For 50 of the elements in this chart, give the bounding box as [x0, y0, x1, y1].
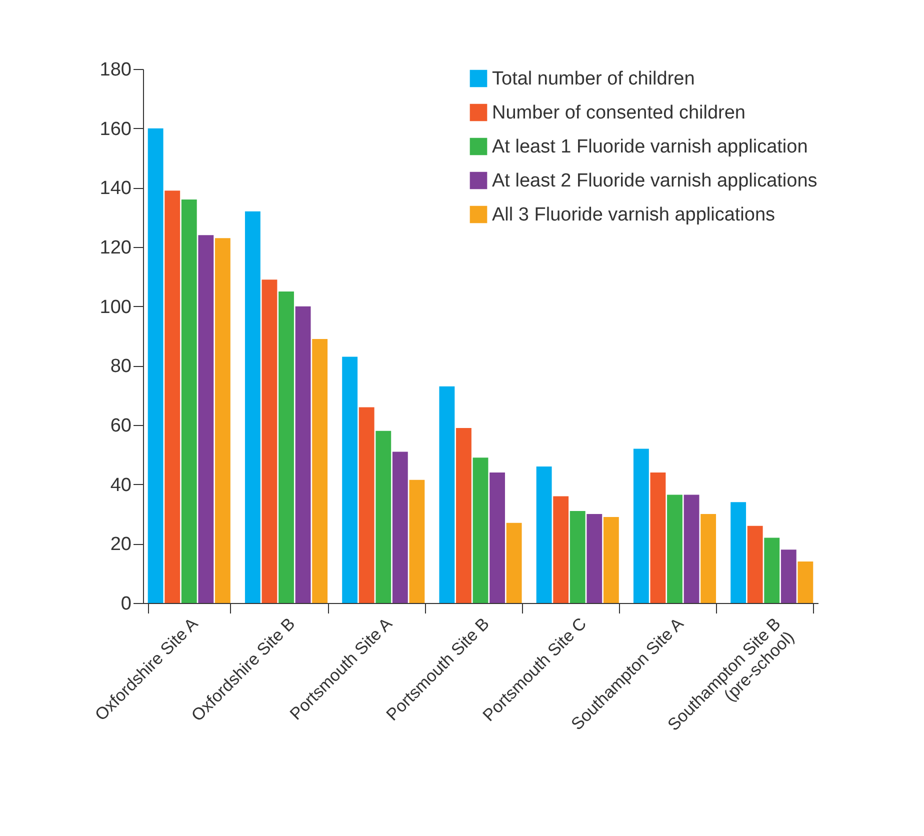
y-tick-label: 0: [120, 594, 132, 614]
y-tick-label: 60: [110, 416, 132, 436]
bar: [214, 238, 230, 603]
bar: [747, 526, 763, 603]
y-tick-label: 160: [100, 118, 132, 140]
bar: [650, 472, 666, 603]
bar: [342, 356, 358, 603]
bar: [586, 514, 602, 603]
bar: [164, 190, 180, 603]
bar: [570, 511, 586, 603]
bar: [472, 458, 488, 603]
legend-label: At least 1 Fluoride varnish application: [492, 136, 808, 158]
bar: [262, 280, 278, 603]
bar: [244, 211, 260, 603]
y-tick-label: 140: [100, 178, 132, 200]
bar: [295, 306, 311, 603]
bar: [490, 472, 505, 603]
bar: [506, 522, 522, 603]
legend-label: All 3 Fluoride varnish applications: [492, 204, 776, 226]
bar: [730, 502, 746, 603]
y-tick-label: 120: [100, 238, 132, 258]
y-tick-label: 100: [100, 296, 132, 318]
bar: [148, 128, 164, 603]
bar: [278, 292, 294, 603]
legend-label: Number of consented children: [492, 102, 746, 124]
bar: [358, 407, 374, 603]
bar: [667, 494, 682, 603]
bar: [553, 496, 569, 603]
bar: [780, 550, 796, 603]
bar: [798, 561, 814, 603]
y-tick-label: 40: [110, 474, 132, 496]
bar: [603, 516, 619, 603]
bar: [409, 480, 425, 603]
bar: [633, 448, 649, 603]
bar: [536, 466, 552, 603]
bar: [764, 538, 780, 603]
bar: [392, 452, 408, 603]
y-tick-label: 20: [110, 534, 132, 556]
bar: [376, 430, 392, 603]
y-tick-label: 80: [110, 356, 132, 378]
legend-label: At least 2 Fluoride varnish applications: [492, 170, 818, 192]
bar: [312, 338, 328, 603]
bar: [439, 386, 455, 603]
bar: [456, 428, 472, 603]
bar: [700, 514, 716, 603]
bar: [198, 235, 214, 603]
bar: [684, 494, 700, 603]
bar: [181, 200, 197, 603]
legend-label: Total number of children: [492, 68, 695, 90]
y-tick-label: 180: [100, 60, 132, 80]
